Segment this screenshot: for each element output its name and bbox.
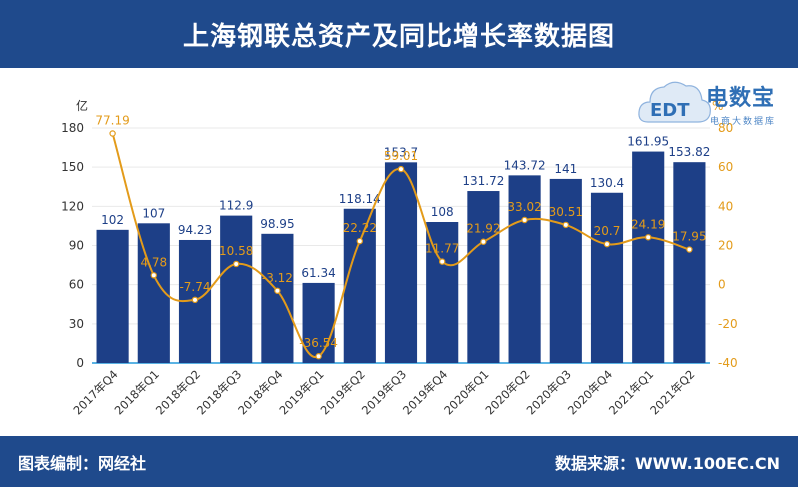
- x-tick-label: 2021年Q2: [647, 367, 697, 417]
- bar-value-label: 112.9: [219, 199, 253, 213]
- y-left-tick-label: 150: [61, 160, 84, 174]
- chart-title: 上海钢联总资产及同比增长率数据图: [182, 21, 615, 52]
- line-value-label: 20.7: [594, 224, 621, 238]
- bar: [508, 175, 541, 363]
- line-value-label: -36.54: [299, 336, 338, 350]
- y-right-tick-label: -40: [718, 356, 738, 370]
- cloud-logo-icon: [638, 81, 711, 123]
- y-right-tick-label: 0: [718, 278, 726, 292]
- logo-subtitle: 电商大数据库: [710, 117, 777, 127]
- bar-value-label: 161.95: [627, 135, 669, 149]
- line-value-label: -3.12: [262, 271, 293, 285]
- line-value-label: -7.74: [179, 280, 210, 294]
- logo-name: 电数宝: [706, 86, 776, 111]
- bar: [632, 151, 665, 363]
- line-value-label: 30.51: [549, 205, 583, 219]
- bar-value-label: 141: [554, 162, 577, 176]
- line-point: [397, 165, 405, 173]
- y-left-tick-label: 90: [69, 239, 84, 253]
- bar-value-label: 107: [142, 206, 165, 220]
- line-value-label: 33.02: [507, 200, 541, 214]
- y-right-tick-label: 40: [718, 199, 733, 213]
- y-left-tick-label: 120: [61, 199, 84, 213]
- bar: [467, 191, 500, 363]
- line-point: [645, 234, 652, 241]
- chart-title-bar: 上海钢联总资产及同比增长率数据图: [0, 0, 798, 68]
- bar-value-label: 98.95: [260, 217, 294, 231]
- bar: [302, 282, 335, 363]
- footer-bar: 图表编制：网经社 数据来源：WWW.100EC.CN: [0, 436, 798, 487]
- footer-credit: 图表编制：网经社: [18, 453, 147, 473]
- line-value-label: 21.92: [466, 222, 500, 236]
- y-left-tick-label: 0: [76, 356, 84, 370]
- y-right-unit: %: [712, 99, 723, 113]
- line-point: [686, 246, 693, 253]
- bar: [673, 162, 706, 363]
- y-right-tick-label: 80: [718, 121, 733, 135]
- line-point: [109, 130, 116, 137]
- bar: [261, 233, 294, 363]
- bar: [590, 192, 624, 363]
- line-value-label: 11.77: [425, 242, 459, 256]
- bar: [220, 215, 253, 363]
- line-point: [315, 353, 322, 360]
- y-left-tick-label: 180: [61, 121, 84, 135]
- bar-value-label: 94.23: [178, 223, 212, 237]
- footer-source: 数据来源：WWW.100EC.CN: [554, 453, 780, 473]
- y-right-tick-label: 60: [718, 160, 733, 174]
- bar-value-label: 153.82: [668, 145, 710, 159]
- line-value-label: 4.78: [140, 255, 167, 269]
- y-right-tick-label: -20: [718, 317, 738, 331]
- bar: [549, 178, 582, 363]
- line-value-label: 59.01: [384, 149, 418, 163]
- bar-value-label: 61.34: [301, 266, 335, 280]
- line-point: [274, 287, 281, 294]
- bar-value-label: 118.14: [339, 192, 381, 206]
- bar: [384, 162, 418, 363]
- line-point: [521, 216, 528, 224]
- line-value-label: 22.22: [343, 221, 377, 235]
- bar: [343, 208, 376, 363]
- bar: [426, 222, 459, 363]
- line-point: [232, 260, 240, 268]
- bar-value-label: 153.7: [384, 145, 418, 159]
- line-value-label: 77.19: [95, 114, 129, 128]
- y-right-tick-label: 20: [718, 239, 733, 253]
- line-value-label: 24.19: [631, 217, 665, 231]
- line-point: [150, 272, 157, 279]
- bar-value-label: 108: [431, 205, 454, 219]
- logo-letters: EDT: [650, 100, 690, 121]
- line-point: [439, 258, 446, 265]
- y-left-unit: 亿: [76, 98, 88, 113]
- line-value-label: 10.58: [219, 244, 253, 258]
- bar-value-label: 143.72: [504, 158, 546, 172]
- line-value-label: 17.95: [672, 230, 706, 244]
- bar-value-label: 130.4: [590, 176, 624, 190]
- bar: [96, 229, 129, 363]
- bar-value-label: 102: [101, 213, 124, 227]
- line-point: [356, 237, 363, 245]
- bar-value-label: 131.72: [462, 174, 504, 188]
- line-point: [603, 240, 611, 248]
- y-left-tick-label: 60: [69, 278, 84, 292]
- line-point: [191, 296, 199, 304]
- logo: [636, 74, 796, 136]
- y-left-tick-label: 30: [69, 317, 84, 331]
- line-point: [480, 238, 487, 245]
- line-point: [562, 221, 570, 229]
